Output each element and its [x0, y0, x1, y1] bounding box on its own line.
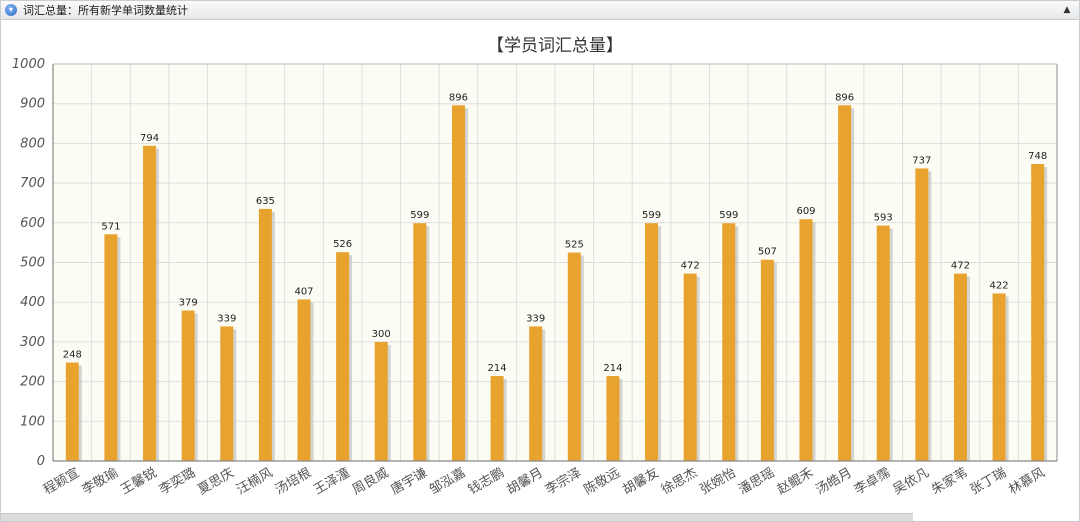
bar	[490, 376, 504, 461]
bar	[992, 293, 1006, 461]
x-tick-label: 张婉怡	[697, 465, 739, 498]
y-tick-label: 400	[20, 295, 45, 310]
x-tick-label: 李敬瑜	[79, 465, 121, 498]
data-label: 526	[333, 239, 352, 250]
chart-title: 【学员词汇总量】	[487, 36, 623, 56]
data-label: 300	[372, 329, 391, 340]
data-label: 339	[526, 313, 545, 324]
x-tick-label: 周良威	[349, 465, 391, 498]
data-label: 609	[796, 206, 815, 217]
x-tick-label: 胡馨月	[504, 465, 546, 498]
bar	[606, 376, 620, 461]
bar	[1031, 164, 1045, 461]
bar	[760, 259, 774, 461]
y-tick-label: 500	[20, 256, 45, 271]
horizontal-scrollbar[interactable]	[1, 513, 913, 521]
bar	[876, 225, 890, 461]
x-tick-label: 程颖宣	[41, 465, 83, 498]
bar	[336, 252, 350, 461]
data-label: 748	[1028, 151, 1047, 162]
x-tick-label: 李卓霈	[852, 465, 893, 497]
data-label: 507	[758, 247, 777, 258]
data-label: 472	[951, 261, 970, 272]
y-tick-label: 100	[20, 414, 45, 429]
x-tick-label: 王泽潼	[311, 465, 353, 498]
x-tick-label: 汤皓月	[813, 465, 854, 497]
info-icon: ▾	[5, 4, 17, 16]
bar	[683, 273, 697, 461]
bar	[104, 234, 118, 461]
x-tick-label: 李奕璐	[156, 465, 198, 498]
data-label: 339	[217, 313, 236, 324]
x-tick-label: 夏思庆	[195, 465, 236, 497]
y-tick-label: 800	[20, 136, 45, 151]
data-label: 214	[488, 363, 507, 374]
x-tick-label: 陈敬远	[581, 465, 623, 498]
bar-chart: 【学员词汇总量】 0 100 200 300 400 500 600 700 800 900 100…	[12, 36, 1058, 498]
data-label: 525	[565, 240, 584, 251]
y-tick-label: 700	[20, 176, 45, 191]
x-tick-label: 李宗泽	[543, 465, 585, 498]
bar	[258, 208, 272, 461]
data-label: 599	[410, 210, 429, 221]
x-tick-label: 徐思杰	[659, 465, 700, 497]
bar	[413, 223, 427, 461]
bar	[799, 219, 813, 461]
y-tick-label: 1000	[12, 57, 45, 72]
bar	[374, 341, 388, 461]
data-label: 737	[912, 155, 931, 166]
data-label: 422	[990, 280, 1009, 291]
data-label: 593	[874, 213, 893, 224]
data-label: 896	[449, 92, 468, 103]
bar	[181, 310, 195, 461]
x-tick-label: 张丁瑞	[968, 465, 1009, 497]
window-titlebar: ▾ 词汇总量：所有新学单词数量统计 ▲	[1, 1, 1079, 20]
y-tick-label: 200	[20, 375, 45, 390]
bar	[915, 168, 929, 461]
bar	[645, 223, 659, 461]
data-label: 896	[835, 92, 854, 103]
x-tick-label: 钱志鹏	[466, 465, 507, 497]
x-tick-label: 汤培根	[272, 465, 314, 498]
bar	[529, 326, 543, 461]
x-tick-label: 胡馨友	[620, 465, 662, 498]
x-tick-label: 汪楠风	[234, 465, 275, 497]
bar	[567, 252, 581, 461]
bar	[65, 362, 79, 461]
window-title: 词汇总量：所有新学单词数量统计	[23, 4, 188, 17]
data-label: 379	[179, 298, 198, 309]
bar	[297, 299, 311, 461]
data-label: 407	[294, 286, 313, 297]
bar	[143, 145, 157, 462]
data-label: 472	[681, 261, 700, 272]
x-tick-label: 邹泓嘉	[427, 465, 469, 498]
bar	[220, 326, 234, 461]
bar	[953, 273, 967, 461]
x-tick-label: 吴依凡	[891, 465, 932, 497]
data-label: 635	[256, 196, 275, 207]
x-tick-label: 唐宇谦	[388, 465, 430, 498]
x-tick-label: 林慕风	[1006, 465, 1047, 497]
y-tick-label: 300	[20, 335, 45, 350]
x-tick-label: 潘思瑶	[736, 465, 777, 497]
bar	[722, 223, 736, 461]
data-label: 599	[642, 210, 661, 221]
bar	[451, 105, 465, 462]
data-label: 248	[63, 350, 82, 361]
data-label: 794	[140, 133, 159, 144]
data-label: 214	[603, 363, 622, 374]
bar	[838, 105, 852, 462]
y-tick-label: 0	[37, 454, 45, 469]
data-label: 571	[101, 221, 120, 232]
x-tick-label: 赵鲲禾	[775, 465, 816, 497]
chevron-up-icon[interactable]: ▲	[1063, 5, 1071, 15]
y-tick-label: 600	[20, 216, 45, 231]
data-label: 599	[719, 210, 738, 221]
y-tick-label: 900	[20, 97, 45, 112]
x-tick-label: 王馨锐	[118, 465, 160, 498]
x-tick-label: 朱家苇	[929, 465, 971, 498]
